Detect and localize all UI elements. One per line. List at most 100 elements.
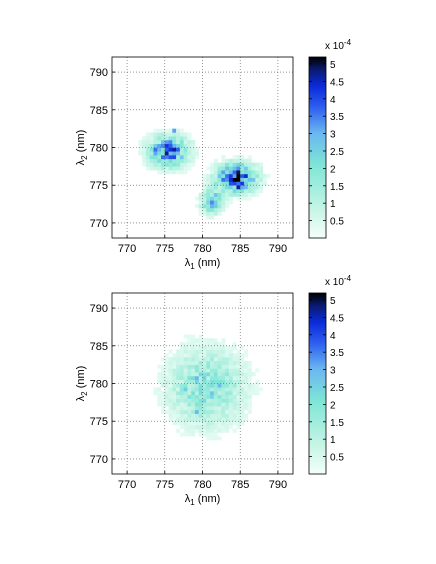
heatmap-cell [247, 406, 252, 411]
heatmap-cell [210, 211, 215, 216]
heatmap-cell [217, 162, 222, 167]
heatmap-cell [187, 402, 192, 407]
heatmap-cell [202, 398, 207, 403]
heatmap-cell [243, 188, 249, 194]
heatmap-cell [164, 368, 169, 373]
heatmap-cell [213, 379, 218, 384]
heatmap-cell [210, 177, 215, 182]
heatmap-cell [202, 200, 207, 205]
heatmap-cell [232, 342, 237, 347]
heatmap-cell [157, 155, 162, 160]
heatmap-cell [228, 387, 233, 392]
heatmap-cell [164, 158, 169, 163]
heatmap-cell [247, 155, 252, 160]
heatmap-cell [202, 383, 207, 388]
heatmap-cell [210, 162, 215, 167]
heatmap-cell [191, 353, 196, 358]
heatmap-cell [232, 409, 237, 414]
heatmap-cell [176, 375, 181, 381]
heatmap-cell [187, 394, 192, 399]
heatmap-cell [145, 158, 151, 163]
heatmap-cell [259, 387, 264, 392]
heatmap-cell [217, 360, 222, 365]
heatmap-cell [221, 185, 226, 190]
heatmap-cell [187, 398, 192, 403]
heatmap-cell [172, 136, 177, 141]
heatmap-cell [221, 181, 226, 186]
heatmap-cell [191, 360, 196, 365]
heatmap-cell [213, 177, 218, 182]
heatmap-cell [172, 372, 177, 377]
heatmap-cell [194, 151, 200, 156]
heatmap-cell [164, 136, 169, 141]
heatmap-cell [172, 375, 177, 381]
heatmap-cell [187, 383, 192, 388]
heatmap-cell [179, 147, 184, 152]
heatmap-cell [236, 421, 241, 426]
heatmap-cell [240, 196, 245, 201]
heatmap-cell [202, 211, 207, 216]
heatmap-cell [217, 349, 222, 354]
y-tick-label: 780 [90, 143, 108, 155]
heatmap-cell [172, 394, 177, 399]
heatmap-cell [179, 136, 184, 141]
heatmap-cell [213, 207, 218, 212]
heatmap-cell [251, 170, 256, 175]
heatmap-cell [172, 364, 177, 369]
heatmap-cell [236, 181, 241, 186]
heatmap-cell [247, 192, 252, 197]
heatmap-cell [240, 155, 245, 160]
heatmap-cell [225, 406, 230, 411]
heatmap-cell [225, 391, 230, 396]
x-axis-ticks: 770 775 780 785 790 [118, 471, 287, 491]
heatmap-cell [251, 192, 256, 197]
colorbar-tick-label: 2.5 [330, 147, 344, 158]
heatmap-cell [213, 424, 218, 430]
heatmap-cell [210, 368, 215, 373]
heatmap-cell [168, 360, 173, 365]
heatmap-cell [210, 402, 215, 407]
heatmap-cell [236, 188, 241, 194]
heatmap-cell [179, 357, 184, 362]
heatmap-cell [232, 185, 237, 190]
heatmap-cell [176, 402, 181, 407]
heatmap-cell [210, 196, 215, 201]
heatmap-cell [187, 139, 192, 145]
heatmap-cell [164, 394, 169, 399]
heatmap-cell [217, 204, 222, 209]
heatmap-cell [164, 387, 169, 392]
heatmap-cell [194, 424, 200, 430]
heatmap-cell [243, 368, 249, 373]
heatmap-cell [202, 409, 207, 414]
heatmap-cell [187, 342, 192, 347]
heatmap-cell [213, 375, 218, 381]
heatmap-cell [176, 132, 181, 137]
heatmap-cell [213, 188, 218, 194]
colorbar-tick-label: 5 [330, 296, 336, 307]
y-tick-label: 775 [90, 416, 108, 428]
heatmap-cell [221, 338, 226, 343]
heatmap-cell [202, 372, 207, 377]
heatmap-cell [232, 162, 237, 167]
heatmap-cell [206, 387, 211, 392]
heatmap-cell [213, 162, 218, 167]
heatmap-cell [243, 372, 249, 377]
heatmap-cell [228, 200, 233, 205]
heatmap-cell [210, 387, 215, 392]
heatmap-cell [176, 387, 181, 392]
heatmap-cell [194, 383, 200, 388]
heatmap-cell [168, 166, 173, 171]
x-axis-label: λ1 (nm) [185, 257, 221, 271]
heatmap-cell [161, 375, 166, 381]
heatmap-cell [187, 162, 192, 167]
heatmap-cell [232, 375, 237, 381]
heatmap-cell [232, 181, 237, 186]
heatmap-cell [228, 192, 233, 197]
heatmap-cell [225, 428, 230, 433]
heatmap-cell [221, 360, 226, 365]
heatmap-cell [210, 215, 215, 220]
heatmap-cell [172, 421, 177, 426]
heatmap-cell [164, 379, 169, 384]
heatmap-cell [149, 147, 154, 152]
heatmap-cell [251, 387, 256, 392]
